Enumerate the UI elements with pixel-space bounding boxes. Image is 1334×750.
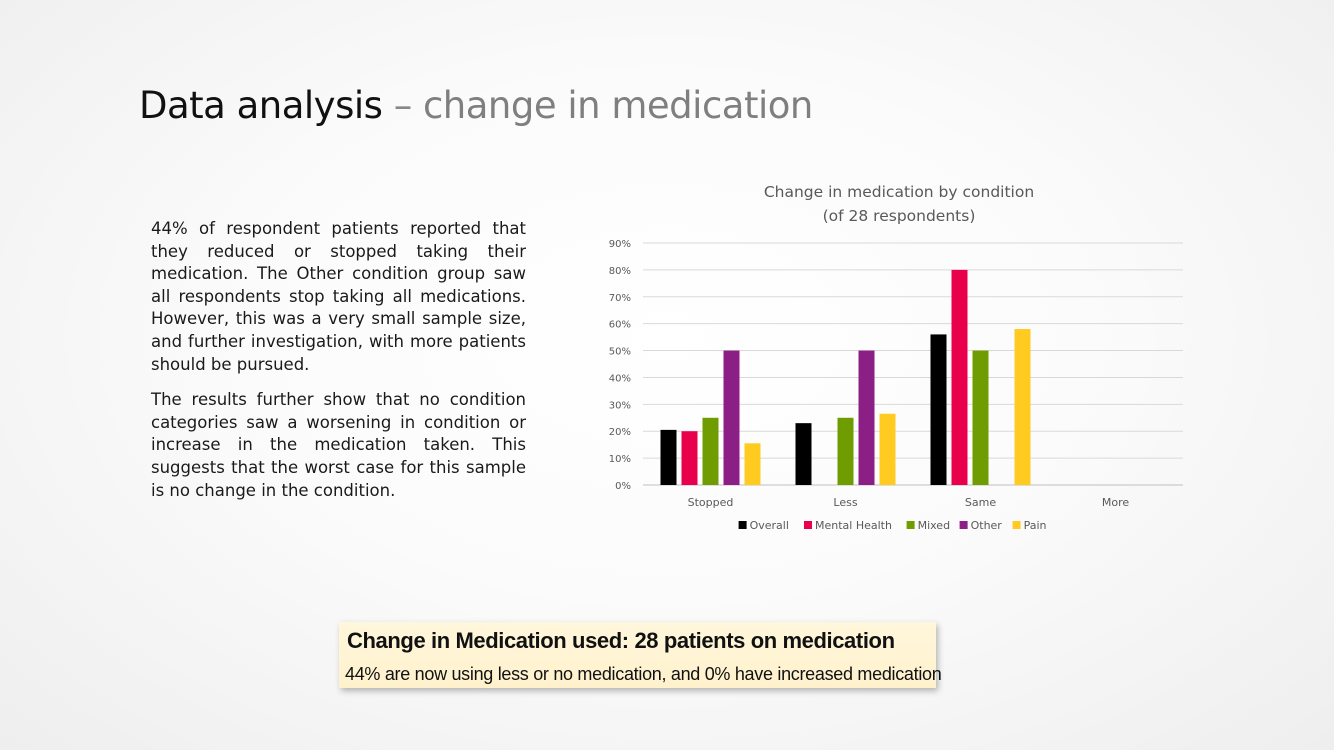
- bar-mixed: [702, 417, 719, 485]
- x-tick-label: Stopped: [688, 496, 734, 509]
- chart-title: Change in medication by condition: [764, 183, 1034, 201]
- bar-chart: Change in medication by condition (of 28…: [609, 183, 1183, 532]
- title-main: Data analysis: [139, 84, 383, 127]
- bar-overall: [660, 429, 677, 485]
- bar-overall: [930, 334, 947, 485]
- y-axis-ticks: 0% 10% 20% 30% 40% 50% 60% 70% 80% 90%: [609, 239, 631, 492]
- x-tick-label: More: [1102, 496, 1130, 509]
- bar-mixed: [972, 350, 989, 485]
- callout-heading: Change in Medication used: 28 patients o…: [347, 628, 895, 653]
- y-tick-label: 60%: [609, 320, 631, 331]
- bar-mental-health: [951, 269, 968, 485]
- summary-callout: Change in Medication used: 28 patients o…: [339, 622, 942, 688]
- chart-legend: Overall Mental Health Mixed Other Pain: [738, 519, 1047, 532]
- x-tick-label: Same: [965, 496, 996, 509]
- bar-pain: [879, 413, 896, 485]
- legend-label: Mixed: [918, 519, 950, 532]
- x-tick-label: Less: [833, 496, 857, 509]
- bar-pain: [744, 443, 761, 485]
- y-tick-label: 40%: [609, 373, 631, 384]
- legend-swatch: [959, 521, 968, 529]
- y-tick-label: 70%: [609, 293, 631, 304]
- legend-swatch: [906, 521, 915, 529]
- bar-mental-health: [681, 431, 698, 485]
- y-tick-label: 0%: [615, 481, 631, 492]
- callout-text: 44% are now using less or no medication,…: [345, 664, 942, 684]
- title-separator: –: [393, 84, 413, 127]
- y-tick-label: 30%: [609, 400, 631, 411]
- y-tick-label: 50%: [609, 347, 631, 358]
- legend-swatch: [1012, 521, 1021, 529]
- bar-pain: [1014, 329, 1031, 485]
- paragraph-2: The results further show that no conditi…: [151, 390, 526, 500]
- y-tick-label: 20%: [609, 427, 631, 438]
- bar-other: [723, 350, 740, 485]
- y-tick-label: 80%: [609, 266, 631, 277]
- legend-swatch: [738, 521, 747, 529]
- chart-subtitle: (of 28 respondents): [823, 207, 976, 225]
- legend-label: Other: [971, 519, 1003, 532]
- paragraph-1: 44% of respondent patients reported that…: [151, 219, 526, 374]
- y-tick-label: 90%: [609, 239, 631, 250]
- legend-label: Overall: [750, 519, 789, 532]
- bar-mixed: [837, 417, 854, 485]
- slide-title: Data analysis – change in medication: [139, 84, 813, 127]
- title-subtitle: change in medication: [422, 84, 813, 127]
- y-tick-label: 10%: [609, 454, 631, 465]
- chart-bars: [660, 269, 1031, 485]
- bar-overall: [795, 423, 812, 485]
- x-axis-ticks: Stopped Less Same More: [688, 496, 1130, 509]
- legend-label: Mental Health: [815, 519, 892, 532]
- legend-label: Pain: [1024, 519, 1047, 532]
- body-text: 44% of respondent patients reported that…: [151, 218, 526, 515]
- legend-swatch: [804, 521, 812, 529]
- bar-other: [858, 350, 875, 485]
